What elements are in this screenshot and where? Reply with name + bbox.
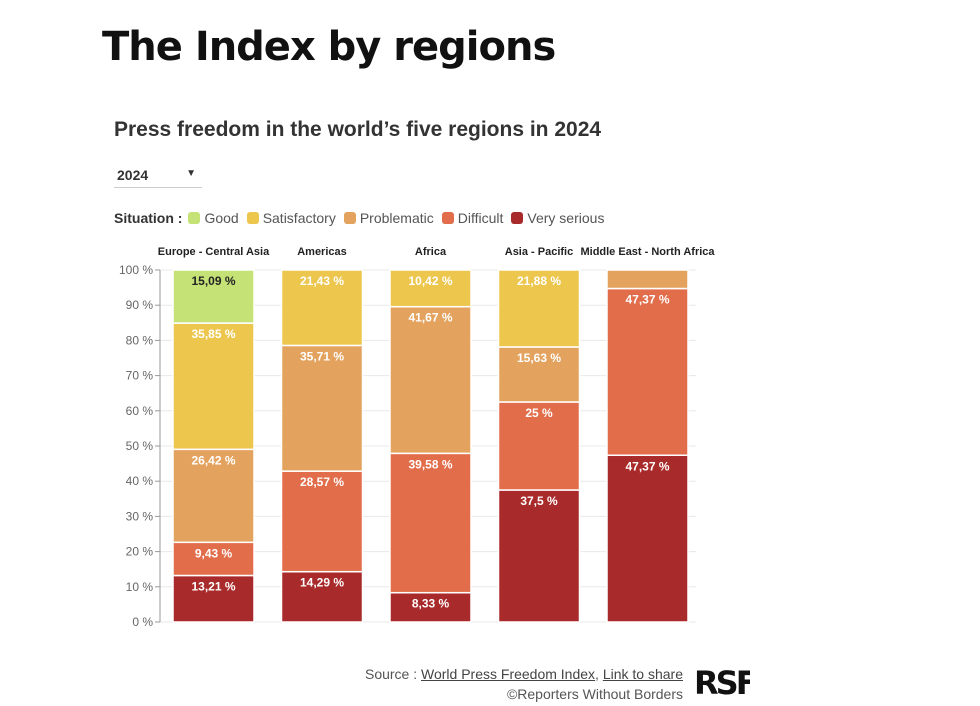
category-label: Asia - Pacific: [505, 246, 573, 258]
year-select-value: 2024: [117, 167, 149, 183]
category-label: Europe - Central Asia: [158, 246, 270, 258]
legend-label: Satisfactory: [262, 210, 336, 226]
data-label: 47,37 %: [625, 459, 669, 473]
bar-segment: [606, 287, 689, 457]
data-label: 39,58 %: [408, 457, 452, 471]
y-tick-label: 10 %: [126, 580, 154, 594]
bar-segment: [280, 570, 364, 623]
page-heading: The Index by regions: [102, 24, 556, 70]
bar-segment: [172, 322, 255, 451]
bar-segment: [389, 452, 472, 594]
legend-item[interactable]: Difficult: [441, 210, 504, 226]
source-separator: ,: [595, 666, 603, 682]
y-tick-label: 100 %: [119, 263, 153, 277]
legend-swatch: [246, 212, 259, 224]
y-tick-label: 70 %: [126, 369, 154, 383]
data-label: 37,5 %: [520, 494, 558, 508]
legend-label: Good: [204, 210, 239, 226]
legend-item[interactable]: Very serious: [511, 210, 604, 226]
category-label: Middle East - North Africa: [580, 246, 715, 258]
bar-segment: [280, 344, 364, 472]
y-tick-label: 80 %: [126, 333, 154, 347]
y-tick-label: 40 %: [126, 474, 154, 488]
category-label: Americas: [297, 246, 347, 258]
year-select[interactable]: 2024 ▼: [114, 162, 202, 188]
bar-segment: [497, 401, 581, 491]
data-label: 47,37 %: [625, 293, 669, 307]
y-tick-label: 30 %: [126, 509, 154, 523]
bar-segment: [172, 541, 255, 577]
source-prefix: Source :: [364, 666, 422, 682]
data-label: 41,67 %: [408, 311, 452, 325]
bar-segment: [280, 269, 364, 347]
data-label: 25 %: [525, 406, 553, 420]
data-label: 9,43 %: [195, 546, 233, 560]
data-label: 26,42 %: [191, 453, 235, 467]
data-label: 15,09 %: [191, 274, 235, 288]
legend-item[interactable]: Satisfactory: [246, 210, 336, 226]
bar-segment: [172, 448, 255, 544]
bar-segment: [172, 269, 255, 324]
legend-swatch: [343, 212, 356, 224]
data-label: 35,85 %: [191, 327, 235, 341]
bar-segment: [389, 269, 472, 308]
bar-segment: [606, 454, 689, 623]
y-tick-label: 50 %: [126, 439, 154, 453]
legend-label: Very serious: [527, 210, 605, 226]
chevron-down-icon: ▼: [186, 168, 196, 179]
rsf-logo[interactable]: RSF: [694, 660, 750, 700]
data-label: 28,57 %: [300, 475, 344, 489]
bar-segment: [497, 489, 581, 623]
bar-segment: [280, 470, 364, 573]
data-label: 10,42 %: [408, 274, 452, 288]
legend-swatch: [441, 212, 454, 224]
y-tick-label: 90 %: [126, 298, 154, 312]
bar-segment: [497, 269, 581, 348]
legend: Situation : Good Satisfactory Problematic D…: [114, 210, 612, 226]
stacked-bar-chart: 0 % 10 % 20 % 30 % 40 % 50 % 60 % 70 % 80 % 90 % 1…: [119, 246, 715, 629]
source-link[interactable]: World Press Freedom Index: [421, 666, 596, 682]
legend-swatch: [188, 212, 201, 224]
copyright: ©Reporters Without Borders: [506, 686, 683, 702]
legend-label: Problematic: [359, 210, 434, 226]
source-note: Source : World Press Freedom Index, Link…: [0, 664, 683, 704]
bar-segment: [606, 269, 689, 290]
category-label: Africa: [415, 246, 447, 258]
share-link[interactable]: Link to share: [602, 666, 683, 682]
data-label: 13,21 %: [191, 580, 235, 594]
chart-title: Press freedom in the world’s five region…: [114, 118, 602, 141]
legend-item[interactable]: Good: [188, 210, 239, 226]
y-tick-label: 60 %: [126, 404, 154, 418]
y-tick-label: 20 %: [126, 545, 154, 559]
y-tick-label: 0 %: [132, 615, 153, 629]
data-label: 15,63 %: [517, 351, 561, 365]
data-label: 21,43 %: [300, 274, 344, 288]
bar-segment: [497, 346, 581, 403]
bar-segment: [389, 305, 472, 455]
legend-title: Situation :: [114, 210, 183, 226]
data-label: 8,33 %: [412, 597, 450, 611]
legend-item[interactable]: Problematic: [343, 210, 434, 226]
legend-label: Difficult: [457, 210, 504, 226]
data-label: 21,88 %: [517, 274, 561, 288]
legend-swatch: [511, 212, 524, 224]
bar-segment: [389, 591, 472, 623]
rsf-logo-mark: RSF: [694, 664, 750, 700]
data-label: 35,71 %: [300, 349, 344, 363]
data-label: 14,29 %: [300, 576, 344, 590]
